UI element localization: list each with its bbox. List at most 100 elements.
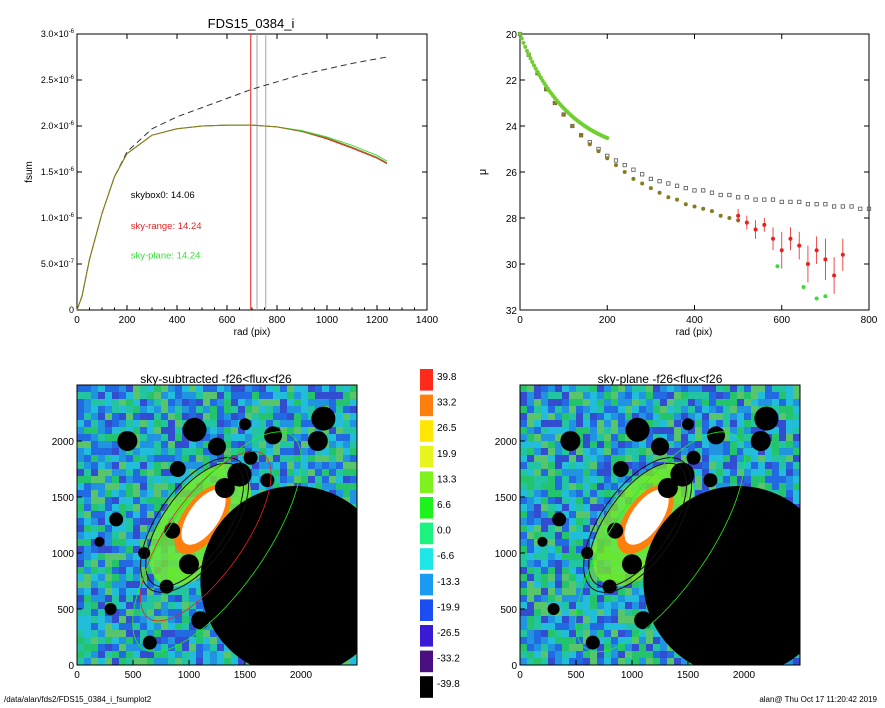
noise-cell <box>597 504 604 511</box>
noise-cell <box>583 539 590 546</box>
noise-cell <box>77 420 84 427</box>
noise-cell <box>709 420 716 427</box>
noise-cell <box>618 658 625 665</box>
noise-cell <box>639 385 646 392</box>
image-frame <box>519 384 801 666</box>
data-point <box>526 52 531 57</box>
noise-cell <box>520 546 527 553</box>
noise-cell <box>604 658 611 665</box>
noise-cell <box>583 392 590 399</box>
noise-cell <box>147 602 154 609</box>
noise-cell <box>695 385 702 392</box>
noise-cell <box>562 574 569 581</box>
noise-cell <box>695 490 702 497</box>
noise-cell <box>119 539 126 546</box>
noise-cell <box>112 399 119 406</box>
noise-cell <box>597 602 604 609</box>
noise-cell <box>667 392 674 399</box>
noise-cell <box>252 441 259 448</box>
colorbar-label: -33.2 <box>437 654 460 665</box>
x-tick-label: 600 <box>219 315 236 326</box>
noise-cell <box>723 441 730 448</box>
data-point <box>613 163 618 168</box>
noise-cell <box>105 476 112 483</box>
noise-cell <box>604 392 611 399</box>
noise-cell <box>793 490 800 497</box>
noise-cell <box>737 455 744 462</box>
data-point <box>570 124 575 128</box>
noise-cell <box>590 651 597 658</box>
noise-cell <box>520 602 527 609</box>
noise-cell <box>541 623 548 630</box>
noise-cell <box>329 469 336 476</box>
noise-cell <box>224 420 231 427</box>
noise-cell <box>182 469 189 476</box>
noise-cell <box>618 406 625 413</box>
noise-cell <box>161 448 168 455</box>
noise-cell <box>98 637 105 644</box>
noise-cell <box>308 420 315 427</box>
noise-cell <box>329 462 336 469</box>
noise-cell <box>527 525 534 532</box>
noise-cell <box>259 427 266 434</box>
noise-cell <box>133 469 140 476</box>
noise-cell <box>646 448 653 455</box>
data-point <box>605 156 610 161</box>
data-point <box>849 204 854 209</box>
noise-cell <box>112 441 119 448</box>
noise-cell <box>520 476 527 483</box>
noise-cell <box>91 399 98 406</box>
noise-cell <box>217 651 224 658</box>
noise-cell <box>681 658 688 665</box>
noise-cell <box>252 490 259 497</box>
noise-cell <box>224 651 231 658</box>
noise-cell <box>695 420 702 427</box>
noise-cell <box>716 413 723 420</box>
noise-cell <box>105 462 112 469</box>
y-tick-label: 30 <box>506 260 518 271</box>
noise-cell <box>133 602 140 609</box>
noise-cell <box>259 392 266 399</box>
noise-cell <box>548 497 555 504</box>
noise-cell <box>308 469 315 476</box>
noise-cell <box>527 448 534 455</box>
noise-cell <box>168 483 175 490</box>
noise-cell <box>569 560 576 567</box>
data-point <box>814 202 819 207</box>
y-tick-label: 1000 <box>52 549 75 560</box>
noise-cell <box>569 511 576 518</box>
noise-cell <box>779 455 786 462</box>
noise-cell <box>350 385 357 392</box>
noise-cell <box>562 525 569 532</box>
noise-cell <box>105 406 112 413</box>
noise-cell <box>576 644 583 651</box>
noise-cell <box>646 462 653 469</box>
noise-cell <box>653 651 660 658</box>
noise-cell <box>555 483 562 490</box>
noise-cell <box>744 476 751 483</box>
noise-cell <box>604 595 611 602</box>
noise-cell <box>751 469 758 476</box>
data-point <box>631 167 636 172</box>
y-tick-label: 0 <box>511 661 517 672</box>
noise-cell <box>77 637 84 644</box>
data-point <box>519 36 524 41</box>
noise-cell <box>583 567 590 574</box>
noise-cell <box>161 616 168 623</box>
noise-cell <box>105 504 112 511</box>
noise-cell <box>695 476 702 483</box>
noise-cell <box>779 441 786 448</box>
noise-cell <box>196 602 203 609</box>
noise-cell <box>562 539 569 546</box>
noise-cell <box>555 504 562 511</box>
noise-cell <box>793 434 800 441</box>
noise-cell <box>527 546 534 553</box>
noise-cell <box>611 602 618 609</box>
noise-cell <box>273 483 280 490</box>
noise-cell <box>77 455 84 462</box>
noise-cell <box>604 462 611 469</box>
noise-cell <box>555 546 562 553</box>
noise-cell <box>695 441 702 448</box>
noise-cell <box>674 441 681 448</box>
data-point <box>531 63 536 68</box>
